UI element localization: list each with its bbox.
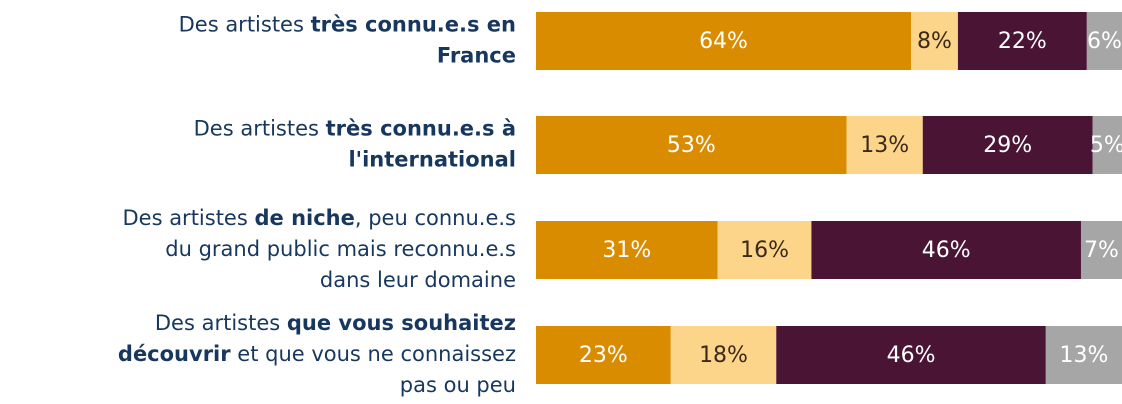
value-label: 18% <box>699 343 748 368</box>
label-part: Des artistes <box>179 13 311 37</box>
category-label: dans leur domaine <box>320 268 516 292</box>
bar-segment <box>1080 221 1122 279</box>
category-label: Des artistes très connu.e.s en <box>179 13 516 37</box>
bar-segment <box>811 221 1081 279</box>
value-label: 22% <box>998 29 1047 54</box>
category-label: l'international <box>348 148 516 172</box>
value-label: 53% <box>667 133 716 158</box>
label-part: Des artistes <box>155 311 287 335</box>
label-part: Des artistes <box>122 206 254 230</box>
bar-segment <box>1092 116 1122 174</box>
value-label: 29% <box>983 133 1032 158</box>
bar-segment <box>536 221 718 279</box>
bar-segment <box>1086 12 1122 70</box>
bar-segment <box>536 326 671 384</box>
bar-segment <box>717 221 812 279</box>
category-label: Des artistes que vous souhaitez <box>155 311 516 335</box>
value-label: 6% <box>1087 29 1122 54</box>
label-part: très connu.e.s en <box>311 13 516 37</box>
value-label: 16% <box>740 238 789 263</box>
category-label: Des artistes très connu.e.s à <box>194 117 516 141</box>
label-part: et que vous ne connaissez <box>231 342 516 366</box>
value-label: 8% <box>917 29 952 54</box>
value-label: 23% <box>579 343 628 368</box>
label-part: du grand public mais reconnu.e.s <box>165 237 516 261</box>
bar-segment <box>922 116 1093 174</box>
bar-segment <box>957 12 1087 70</box>
label-part: , peu connu.e.s <box>355 206 516 230</box>
label-part: très connu.e.s à <box>326 117 516 141</box>
value-label: 7% <box>1084 238 1119 263</box>
category-label: du grand public mais reconnu.e.s <box>165 237 516 261</box>
value-label: 46% <box>887 343 936 368</box>
label-part: pas ou peu <box>400 373 516 397</box>
value-label: 13% <box>860 133 909 158</box>
label-part: que vous souhaitez <box>287 311 516 335</box>
bar-segment <box>911 12 958 70</box>
bar-segment <box>776 326 1046 384</box>
value-label: 31% <box>602 238 651 263</box>
category-label: découvrir et que vous ne connaissez <box>118 342 516 366</box>
value-label: 46% <box>922 238 971 263</box>
label-part: Des artistes <box>194 117 326 141</box>
label-part: découvrir <box>118 342 231 366</box>
value-label: 64% <box>699 29 748 54</box>
category-label: Des artistes de niche, peu connu.e.s <box>122 206 516 230</box>
category-label: France <box>437 44 516 68</box>
label-part: France <box>437 44 516 68</box>
bar-segment <box>1045 326 1122 384</box>
bar-segment <box>670 326 777 384</box>
bar-segment <box>536 116 847 174</box>
label-part: dans leur domaine <box>320 268 516 292</box>
label-part: l'international <box>348 148 516 172</box>
label-part: de niche <box>254 206 354 230</box>
value-label: 13% <box>1059 343 1108 368</box>
bar-segment <box>846 116 923 174</box>
bar-segment <box>536 12 912 70</box>
value-label: 5% <box>1090 133 1122 158</box>
category-label: pas ou peu <box>400 373 516 397</box>
